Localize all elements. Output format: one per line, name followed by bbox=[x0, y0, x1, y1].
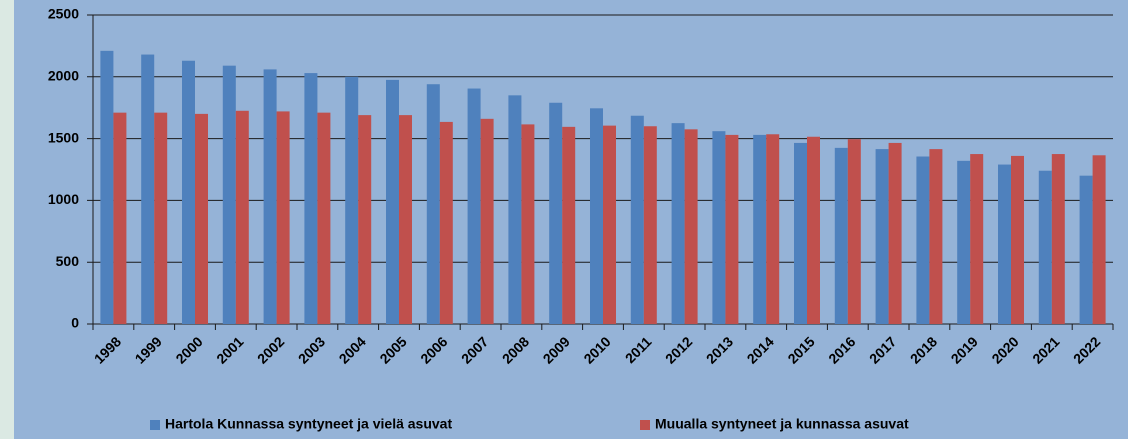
bar bbox=[998, 164, 1011, 324]
bar bbox=[970, 154, 984, 324]
bar bbox=[521, 124, 535, 324]
y-tick-label: 1000 bbox=[48, 191, 79, 207]
bar bbox=[1092, 155, 1106, 324]
bar bbox=[712, 131, 726, 324]
legend-label: Hartola Kunnassa syntyneet ja vielä asuv… bbox=[165, 416, 452, 432]
bar bbox=[957, 160, 971, 324]
bar bbox=[671, 123, 685, 325]
bar bbox=[643, 126, 657, 325]
bar bbox=[562, 126, 576, 324]
bar bbox=[807, 136, 820, 324]
bar bbox=[603, 125, 616, 324]
bar bbox=[834, 147, 848, 324]
bar bbox=[794, 142, 807, 324]
bar bbox=[399, 115, 412, 324]
y-tick-label: 500 bbox=[56, 253, 80, 269]
bar bbox=[888, 142, 902, 324]
bar bbox=[1011, 155, 1024, 324]
bar bbox=[439, 121, 453, 324]
bar bbox=[875, 149, 889, 324]
bar bbox=[1079, 175, 1093, 324]
bar bbox=[263, 69, 277, 324]
bar bbox=[1038, 170, 1052, 324]
bar bbox=[590, 108, 603, 325]
y-tick-label: 2500 bbox=[48, 6, 79, 22]
bar bbox=[549, 102, 563, 324]
bar bbox=[182, 60, 195, 325]
bar bbox=[100, 50, 114, 325]
bar bbox=[725, 134, 739, 324]
y-tick-label: 2000 bbox=[48, 68, 79, 84]
bar bbox=[630, 115, 644, 324]
bar bbox=[916, 156, 930, 324]
bar bbox=[358, 115, 372, 324]
bar bbox=[113, 112, 127, 324]
bar bbox=[1051, 154, 1065, 324]
bar bbox=[276, 111, 290, 325]
side-strip bbox=[0, 0, 14, 439]
bar bbox=[222, 65, 236, 325]
bar bbox=[753, 134, 767, 324]
bar bbox=[195, 113, 208, 324]
bar bbox=[467, 88, 481, 325]
bar bbox=[304, 73, 318, 324]
bar bbox=[684, 129, 698, 324]
bar bbox=[480, 118, 494, 324]
bar bbox=[847, 139, 861, 324]
y-tick-label: 0 bbox=[71, 315, 79, 331]
bar bbox=[235, 110, 249, 324]
bar bbox=[929, 149, 943, 324]
bar bbox=[154, 112, 168, 324]
bar bbox=[345, 76, 359, 324]
bar bbox=[386, 79, 399, 324]
legend-swatch bbox=[640, 420, 650, 430]
bar bbox=[426, 84, 440, 324]
legend-swatch bbox=[150, 420, 160, 430]
y-tick-label: 1500 bbox=[48, 129, 79, 145]
bar bbox=[317, 112, 331, 324]
legend-label: Muualla syntyneet ja kunnassa asuvat bbox=[655, 416, 909, 432]
bar bbox=[508, 95, 522, 324]
bar bbox=[766, 134, 780, 324]
bar bbox=[141, 54, 155, 324]
